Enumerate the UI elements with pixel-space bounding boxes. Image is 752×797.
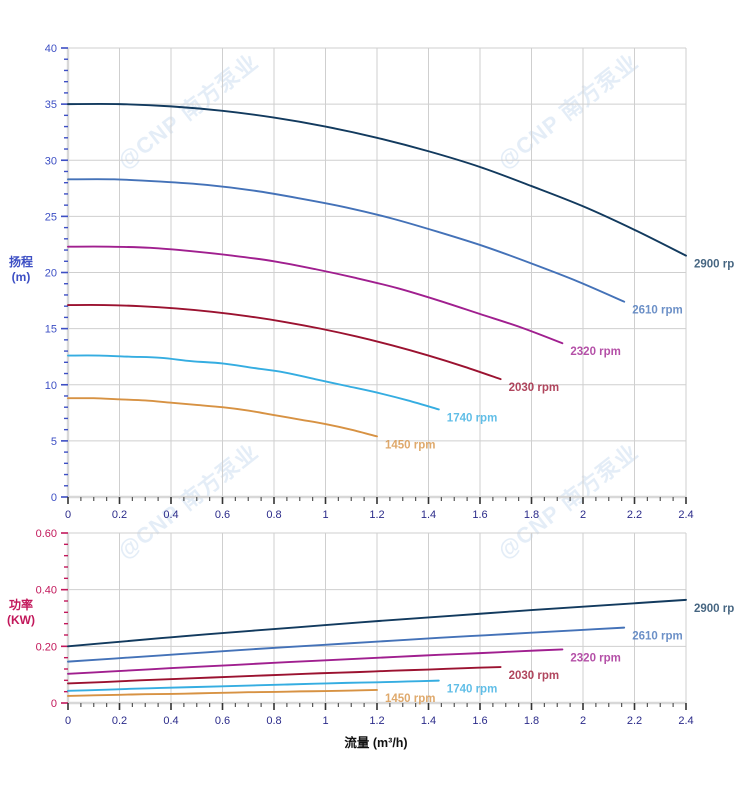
head-y-axis-label-line1: 扬程 [8,255,33,269]
head-y-axis-label-line2: (m) [11,270,31,284]
series-label-2030-rpm: 2030 rpm [509,670,560,682]
series-label-1450-rpm: 1450 rpm [385,439,436,451]
series-label-1450-rpm: 1450 rpm [385,693,436,705]
y-tick-label: 0.20 [36,641,57,653]
x-tick-label: 0.6 [215,715,230,727]
series-line-1450-rpm [67,689,378,697]
x-tick-label: 1.4 [421,509,436,520]
head-chart: 0 5 10 15 20 25 30 35 40 0 0.2 0.4 0.6 0.8 1 1.2 1.4 1.6 1… [45,43,735,520]
series-label-1740-rpm: 1740 rpm [447,412,498,424]
x-tick-label: 0 [65,715,71,727]
x-tick-label: 2.4 [678,509,693,520]
x-tick-label: 0.4 [163,715,178,727]
x-tick-label: 2.2 [627,715,642,727]
x-tick-label: 1 [322,715,328,727]
x-tick-label: 0.8 [266,715,281,727]
series-label-1740-rpm: 1740 rpm [447,684,498,696]
x-tick-label: 1.8 [524,509,539,520]
series-label-2320-rpm: 2320 rpm [570,346,621,358]
series-line-2030-rpm [67,666,502,685]
y-tick-label: 35 [45,99,57,111]
x-tick-label: 0 [65,509,71,520]
x-tick-label: 1.4 [421,715,436,727]
series-line-2320-rpm [67,648,564,675]
y-tick-label: 20 [45,268,57,280]
series-label-2320-rpm: 2320 rpm [570,652,621,664]
y-tick-label: 30 [45,155,57,167]
x-tick-label: 1 [322,509,328,520]
x-tick-label: 0.2 [112,715,127,727]
x-tick-label: 2 [580,509,586,520]
series-line-2900-rpm [67,598,687,648]
x-tick-label: 1.8 [524,715,539,727]
series-line-1450-rpm [67,397,378,438]
x-tick-label: 1.6 [472,509,487,520]
x-tick-label: 0.2 [112,509,127,520]
y-tick-label: 15 [45,324,57,336]
series-line-2610-rpm [67,178,626,303]
power-y-axis-label-line1: 功率 [8,598,33,612]
series-line-2030-rpm [67,304,502,381]
x-tick-label: 1.2 [369,715,384,727]
series-line-1740-rpm [67,354,440,411]
y-tick-label: 0 [51,492,57,504]
head-y-axis-label: 扬程 (m) [4,255,38,285]
y-tick-label: 0.40 [36,585,57,597]
series-label-2610-rpm: 2610 rpm [632,631,683,643]
y-tick-label: 25 [45,211,57,223]
x-tick-label: 2 [580,715,586,727]
x-tick-label: 2.2 [627,509,642,520]
series-line-1740-rpm [67,679,440,692]
series-label-2610-rpm: 2610 rpm [632,305,683,317]
y-tick-label: 5 [51,436,57,448]
series-label-2900-rpm: 2900 rp [694,603,734,615]
x-tick-label: 2.4 [678,715,693,727]
series-line-2610-rpm [67,626,626,663]
x-tick-label: 0.4 [163,509,178,520]
x-tick-label: 1.2 [369,509,384,520]
y-tick-label: 40 [45,43,57,55]
x-tick-label: 0.8 [266,509,281,520]
series-line-2900-rpm [67,103,687,257]
y-tick-label: 0 [51,698,57,710]
x-tick-label: 1.6 [472,715,487,727]
series-line-2320-rpm [67,245,564,345]
x-axis-label: 流量 (m³/h) [344,736,408,750]
x-tick-label: 0.6 [215,509,230,520]
power-y-axis-label-line2: (KW) [7,613,35,627]
series-label-2900-rpm: 2900 rp [694,259,734,271]
y-tick-label: 10 [45,380,57,392]
y-tick-label: 0.60 [36,528,57,540]
power-y-axis-label: 功率 (KW) [4,598,38,628]
series-label-2030-rpm: 2030 rpm [509,382,560,394]
